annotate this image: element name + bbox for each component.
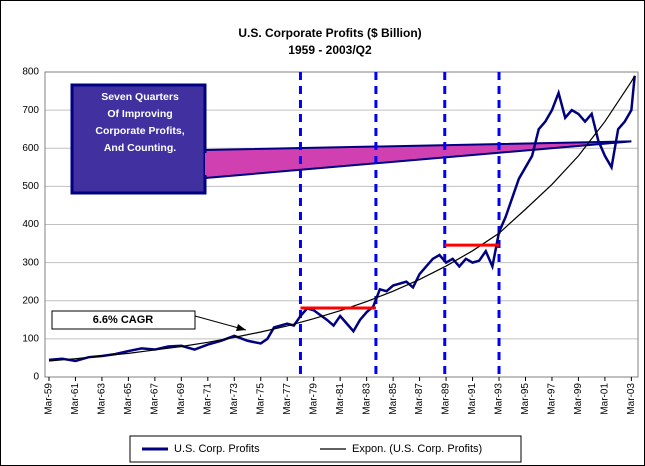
- x-tick-label: Mar-99: [573, 383, 584, 415]
- callout-text: And Counting.: [104, 142, 176, 154]
- chart-subtitle: 1959 - 2003/Q2: [288, 43, 372, 57]
- x-tick-label: Mar-63: [97, 383, 108, 415]
- x-tick-label: Mar-89: [441, 383, 452, 415]
- x-tick-label: Mar-65: [123, 383, 134, 415]
- plot-area: [44, 71, 639, 378]
- x-tick-label: Mar-95: [520, 383, 531, 415]
- x-tick-label: Mar-73: [229, 383, 240, 415]
- x-tick-label: Mar-01: [600, 383, 611, 415]
- y-tick-label: 0: [33, 372, 39, 383]
- callout-box: [70, 83, 207, 195]
- chart-title: U.S. Corporate Profits ($ Billion): [238, 26, 421, 40]
- x-tick-label: Mar-71: [202, 383, 213, 415]
- x-tick-label: Mar-59: [44, 383, 55, 415]
- series-line: [48, 75, 636, 362]
- callout-text: Of Improving: [107, 108, 172, 120]
- x-tick-label: Mar-77: [282, 383, 293, 415]
- x-tick-label: Mar-83: [361, 383, 372, 415]
- cagr-box: [51, 310, 196, 330]
- x-tick-label: Mar-93: [494, 383, 505, 415]
- callout-text: Seven Quarters: [101, 91, 179, 103]
- y-tick-label: 100: [22, 334, 39, 345]
- legend-label: Expon. (U.S. Corp. Profits): [352, 443, 482, 455]
- x-tick-label: Mar-79: [308, 383, 319, 415]
- cagr-label: 6.6% CAGR: [93, 314, 154, 326]
- y-tick-label: 600: [22, 143, 39, 154]
- y-tick-label: 800: [22, 67, 39, 78]
- x-tick-label: Mar-91: [467, 383, 478, 415]
- x-tick-label: Mar-03: [626, 383, 637, 415]
- cagr-arrowhead: [236, 324, 246, 331]
- y-tick-label: 200: [22, 295, 39, 306]
- y-tick-label: 300: [22, 257, 39, 268]
- callout-inner: [205, 153, 209, 175]
- x-tick-label: Mar-75: [255, 383, 266, 415]
- x-tick-label: Mar-69: [176, 383, 187, 415]
- x-tick-label: Mar-85: [388, 383, 399, 415]
- x-tick-label: Mar-67: [150, 383, 161, 415]
- series-line: [48, 75, 636, 363]
- callout-text: Corporate Profits,: [95, 125, 184, 137]
- y-tick-label: 400: [22, 219, 39, 230]
- y-tick-label: 500: [22, 181, 39, 192]
- legend-label: U.S. Corp. Profits: [174, 443, 260, 455]
- x-tick-label: Mar-87: [414, 383, 425, 415]
- x-tick-label: Mar-61: [70, 383, 81, 415]
- x-tick-label: Mar-81: [335, 383, 346, 415]
- x-tick-label: Mar-97: [547, 383, 558, 415]
- y-tick-label: 700: [22, 105, 39, 116]
